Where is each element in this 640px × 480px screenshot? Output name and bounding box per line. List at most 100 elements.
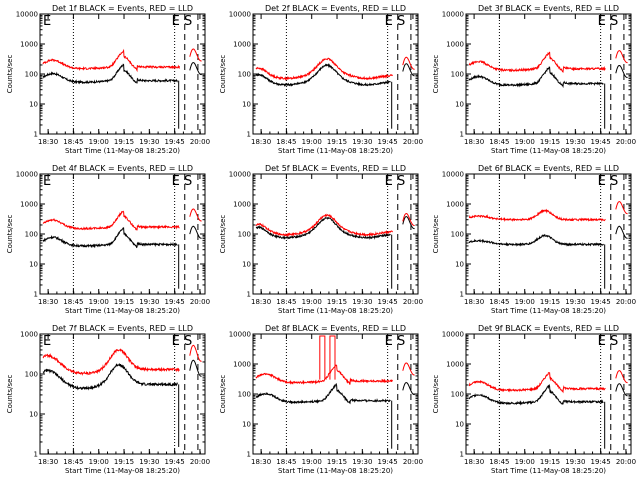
y-tick-label: 10 — [242, 101, 251, 109]
x-axis-label: Start Time (11-May-08 18:25:20) — [65, 467, 180, 475]
x-tick-label: 19:30 — [139, 298, 159, 306]
y-tick-label: 10 — [455, 101, 464, 109]
y-tick-label: 1 — [247, 451, 251, 459]
x-tick-label: 19:00 — [89, 458, 109, 466]
x-tick-label: 19:15 — [327, 458, 347, 466]
panel-det-9: Det 9f BLACK = Events, RED = LLD 1 10 100 10… — [432, 324, 636, 475]
y-tick-label: 1 — [34, 131, 38, 139]
x-tick-label: 19:45 — [165, 298, 185, 306]
x-tick-label: 20:00 — [190, 298, 210, 306]
plot-frame — [465, 333, 632, 455]
series-events-tail — [402, 63, 415, 77]
y-tick-label: 10000 — [16, 11, 38, 19]
panel-title: Det 4f BLACK = Events, RED = LLD — [52, 164, 193, 173]
y-axis-label: Counts/sec — [6, 215, 14, 254]
x-tick-label: 18:45 — [276, 458, 296, 466]
x-tick-label: 20:00 — [403, 138, 423, 146]
panel-det-6: Det 6f BLACK = Events, RED = LLD 1 10 100 10… — [432, 164, 636, 315]
x-tick-label: 18:30 — [251, 298, 271, 306]
y-tick-label: 1 — [34, 451, 38, 459]
marker-left: E — [43, 334, 51, 349]
x-tick-label: 20:00 — [616, 458, 636, 466]
x-tick-label: 19:45 — [378, 138, 398, 146]
x-axis-label: Start Time (11-May-08 18:25:20) — [278, 467, 393, 475]
x-tick-label: 20:00 — [190, 458, 210, 466]
x-tick-label: 19:15 — [114, 298, 134, 306]
y-tick-label: 1000 — [446, 41, 464, 49]
y-tick-label: 1000 — [233, 201, 251, 209]
x-tick-label: 19:30 — [139, 458, 159, 466]
y-tick-label: 100 — [238, 391, 251, 399]
series-events-tail — [615, 225, 628, 239]
x-tick-label: 19:15 — [114, 138, 134, 146]
y-tick-label: 100 — [451, 391, 464, 399]
x-axis-label: Start Time (11-May-08 18:25:20) — [491, 307, 606, 315]
series-lld-tail — [615, 50, 628, 64]
x-tick-label: 19:00 — [515, 138, 535, 146]
series-events — [255, 216, 391, 240]
x-axis-label: Start Time (11-May-08 18:25:20) — [65, 147, 180, 155]
y-axis-label: Counts/sec — [219, 375, 227, 414]
x-tick-label: 19:15 — [114, 458, 134, 466]
y-tick-label: 1000 — [446, 361, 464, 369]
panel-det-2: Det 2f BLACK = Events, RED = LLD 1 10 100 10… — [219, 4, 423, 155]
x-tick-label: 19:00 — [302, 458, 322, 466]
y-tick-label: 1000 — [233, 41, 251, 49]
y-tick-label: 1 — [460, 451, 464, 459]
y-tick-label: 100 — [451, 231, 464, 239]
y-tick-label: 1 — [34, 291, 38, 299]
series-lld — [42, 348, 180, 376]
y-tick-label: 1 — [460, 131, 464, 139]
marker-right: E S — [385, 334, 406, 349]
panel-det-3: Det 3f BLACK = Events, RED = LLD 1 10 100 10… — [432, 4, 636, 155]
x-tick-label: 19:45 — [165, 138, 185, 146]
x-tick-label: 20:00 — [190, 138, 210, 146]
series-lld-tail — [189, 344, 202, 362]
marker-left: E — [43, 174, 51, 189]
marker-right: E S — [598, 334, 619, 349]
y-tick-label: 10000 — [229, 331, 251, 339]
x-tick-label: 19:45 — [591, 298, 611, 306]
marker-right: E S — [385, 174, 406, 189]
y-tick-label: 10 — [242, 261, 251, 269]
plot-frame — [465, 13, 632, 135]
y-axis-label: Counts/sec — [6, 375, 14, 414]
x-tick-label: 18:30 — [38, 298, 58, 306]
series-events-tail — [189, 359, 202, 377]
x-tick-label: 19:15 — [327, 138, 347, 146]
x-tick-label: 18:30 — [251, 458, 271, 466]
y-tick-label: 1000 — [446, 201, 464, 209]
series-events — [42, 227, 178, 249]
series-events — [468, 66, 604, 89]
x-tick-label: 19:45 — [591, 458, 611, 466]
plot-frame — [39, 173, 206, 295]
x-tick-label: 20:00 — [616, 298, 636, 306]
series-events — [42, 362, 178, 391]
x-tick-label: 19:30 — [565, 138, 585, 146]
x-tick-label: 19:30 — [565, 458, 585, 466]
y-axis-label: Counts/sec — [219, 55, 227, 94]
series-events — [255, 63, 391, 87]
x-axis-label: Start Time (11-May-08 18:25:20) — [491, 147, 606, 155]
y-tick-label: 10 — [29, 261, 38, 269]
panel-det-7: Det 7f BLACK = Events, RED = LLD 1 10 100 10… — [6, 324, 210, 475]
series-lld — [468, 51, 606, 73]
series-events-tail — [189, 62, 202, 76]
series-events-tail — [402, 216, 415, 230]
x-tick-label: 19:30 — [565, 298, 585, 306]
x-tick-label: 19:15 — [540, 458, 560, 466]
series-lld — [42, 48, 180, 73]
x-tick-label: 18:45 — [276, 138, 296, 146]
panel-det-8: Det 8f BLACK = Events, RED = LLD 1 10 100 10… — [219, 324, 423, 475]
y-tick-label: 100 — [25, 231, 38, 239]
series-events — [468, 383, 604, 406]
y-tick-label: 10 — [29, 411, 38, 419]
lld-saturation-spike — [329, 335, 336, 380]
x-tick-label: 19:45 — [378, 298, 398, 306]
marker-left: E — [43, 14, 51, 29]
panel-title: Det 6f BLACK = Events, RED = LLD — [478, 164, 619, 173]
y-tick-label: 1000 — [233, 361, 251, 369]
y-tick-label: 10 — [29, 101, 38, 109]
series-lld-tail — [402, 212, 415, 226]
